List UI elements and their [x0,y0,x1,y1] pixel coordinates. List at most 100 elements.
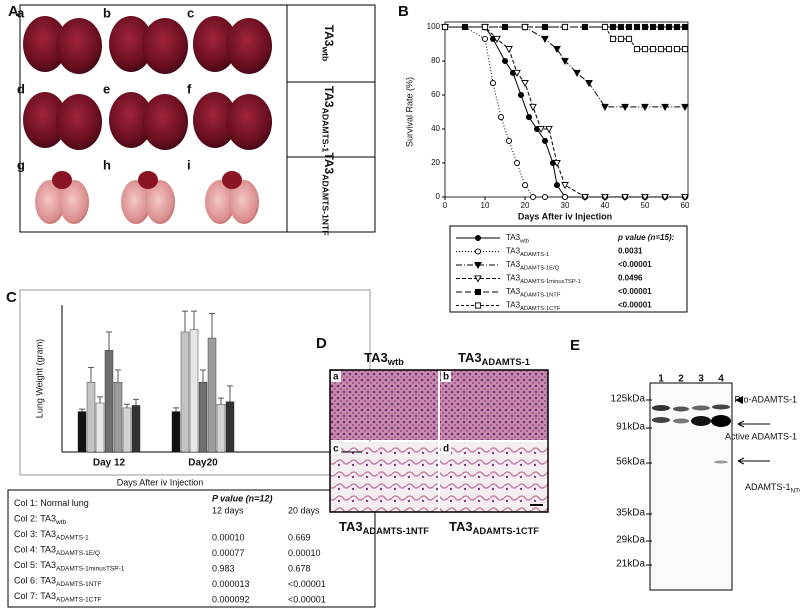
histology-frame [329,369,549,513]
survival-line [445,26,685,108]
marker [521,80,529,88]
panel-letter: A [8,3,19,20]
lung-lobe [23,92,67,148]
marker [665,23,673,31]
marker [505,46,513,54]
band [711,415,731,427]
p-value: <0.00001 [618,301,652,310]
image-letter: f [187,81,192,96]
size-marker: 21kDa [616,559,645,570]
text-part: TA3 [506,247,521,256]
text-part: Col 2: [14,514,38,524]
image-title: TA3ADAMTS-1 [458,350,530,367]
p-value: 0.00010 [212,532,245,542]
letter-bg [441,443,451,454]
text-part: TA3 [339,519,363,534]
marker [474,261,482,270]
marker [441,23,449,31]
row-label: TA3ADAMTS-1 [320,86,336,153]
lung-lobe [226,94,272,150]
marker [474,248,482,255]
band [692,405,710,411]
x-tick-label: 20 [521,201,530,210]
marker [625,23,633,31]
subscript: ADAMTS-1CTF [56,596,101,603]
lung-lobe [109,92,153,148]
marker [625,35,633,42]
lung-lobe [145,180,175,224]
lung-lobe [56,94,102,150]
p-value: <0.00001 [288,594,326,604]
x-axis-title: Days After iv Injection [518,211,612,221]
image-letter: b [103,5,111,20]
legend-label: TA3ADAMTS-1 [506,247,549,258]
subscript: ADAMTS-1 [482,357,530,367]
image-letter: d [17,81,25,96]
y-axis-title: Lung Weight (gram) [34,339,44,418]
y-tick-label: 0 [436,192,441,201]
image-letter: h [103,157,111,172]
marker [657,23,665,31]
lung-lobe [23,16,67,72]
text-part: Normal lung [40,498,89,508]
lung-lobe [226,18,272,74]
lung-lobe [109,16,153,72]
text-part: TA3 [506,274,521,283]
panel-letter: C [6,289,17,306]
legend-label: Col 7: TA3ADAMTS-1CTF [14,591,101,603]
marker [641,103,649,111]
x-tick-label: 60 [681,201,690,210]
p-value: <0.00001 [288,579,326,589]
lung-lobe [205,180,235,224]
bar [225,401,235,453]
marker [545,125,553,134]
marker [665,46,673,53]
y-tick-label: 20 [431,158,440,167]
legend-header: P value (n=12) [212,493,272,503]
marker [573,69,581,77]
text-part: TA3 [40,514,56,524]
marker [493,35,501,43]
text-part: Col 3: [14,529,38,539]
marker [481,35,489,42]
lung-lobe [35,180,65,224]
image-letter: c [187,5,194,20]
legend-box [449,225,688,313]
legend-label: TA3ADAMTS-1E/Q [506,260,560,271]
subscript: ADAMTS-1NTF [56,581,101,588]
marker [541,193,549,201]
lane-label: 2 [678,374,684,385]
text-part: TA3 [506,301,521,310]
marker [561,193,569,201]
text-part: ADAMTS-1 [745,482,791,492]
image-letter: g [17,157,25,172]
image-letter: a [17,5,25,20]
legend-label: TA3ADAMTS-1minusTSP-1 [506,274,581,285]
image-letter: a [333,372,339,383]
marker [609,35,617,42]
x-tick-label: 0 [443,201,448,210]
marker [585,80,593,88]
legend-label: TA3ADAMTS-1NTF [506,287,561,298]
panel-letter: B [398,3,409,20]
marker [581,193,589,202]
lung-lobe [193,16,237,72]
marker [474,275,482,283]
image-letter: d [443,444,449,455]
lung-lobe [193,92,237,148]
image-letter: b [443,372,449,383]
marker [673,23,681,31]
y-tick-label: 80 [431,56,440,65]
histology-image [330,442,438,512]
subscript: NTCF [791,487,800,494]
marker [474,234,482,242]
band-label: Pro-ADAMTS-1 [734,394,797,404]
text-part: Col 4: [14,545,38,555]
row-label: TA3ADAMTS-1NTF [320,152,336,235]
p-value: 0.669 [288,532,311,542]
x-tick-label: 40 [601,201,610,210]
p-value: <0.00001 [618,260,652,269]
x-tick-label: 10 [481,201,490,210]
marker [641,193,649,202]
marker [521,182,529,189]
